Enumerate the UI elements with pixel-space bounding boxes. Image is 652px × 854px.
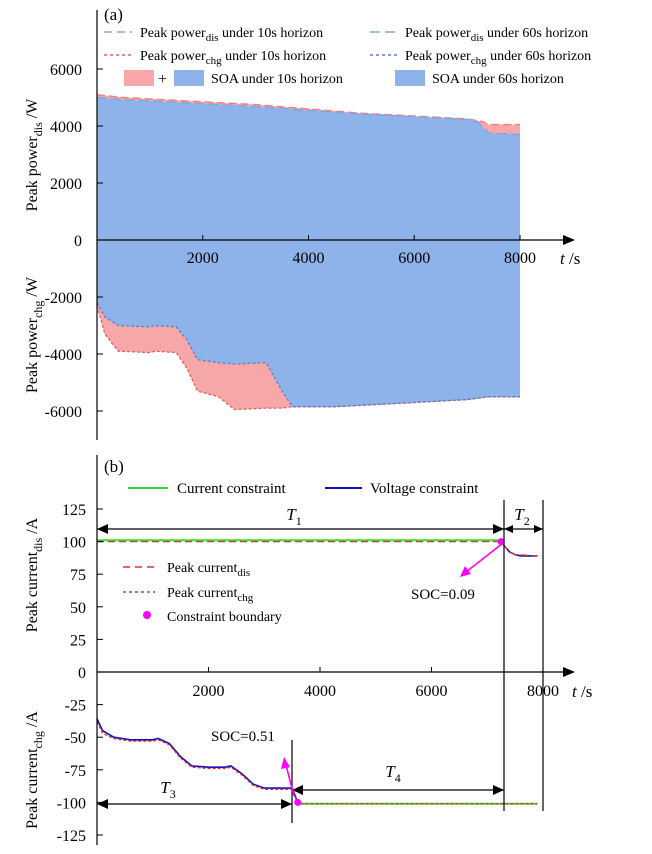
series-peak-chg-60s	[96, 302, 520, 408]
soa-10s-area-chg	[97, 302, 520, 410]
panel-a-legend: Peak powerdis under 10s horizon Peak pow…	[104, 26, 591, 88]
panel-b-legend-inner: Peak currentdis Peak currentchg Constrai…	[123, 561, 282, 625]
panel-a-y-tick-label: 6000	[50, 62, 82, 79]
t3-arrow-right	[281, 799, 292, 809]
interval-markers	[97, 500, 544, 823]
series-peak-current-dis	[97, 540, 538, 557]
soc-bottom-arrow-line	[285, 764, 295, 797]
legend-soa60-swatch	[395, 70, 425, 86]
panel-b-y-tick-label: 25	[70, 632, 86, 649]
legend-soa10-label: SOA under 10s horizon	[211, 72, 343, 87]
t4-label: T4	[385, 762, 400, 785]
panel-b-y-label-bottom: Peak currentchg /A	[24, 711, 45, 829]
panel-a-y-label-top: Peak powerdis /W	[24, 98, 45, 212]
soc-top-arrow-line	[465, 542, 504, 573]
constraint-boundary-point	[294, 798, 302, 806]
t2-label: T2	[514, 505, 529, 528]
panel-a-x-tick-label: 4000	[293, 250, 325, 267]
series-voltage-constraint-chg	[96, 718, 299, 803]
legend-soa10-pink-swatch	[124, 70, 154, 86]
panel-b-y-tick-label: 50	[70, 600, 86, 617]
legend-dis10-label: Peak powerdis under 10s horizon	[140, 26, 323, 44]
panel-b-y-label-top: Peak currentdis /A	[24, 517, 45, 632]
panel-b-y-tick-label: 125	[62, 502, 86, 519]
series-peak-dis-60s	[96, 96, 521, 136]
legend-soa10-blue-swatch	[174, 70, 204, 86]
panel-b-y-tick-label: 100	[62, 535, 86, 552]
panel-b-x-label: t /s	[572, 682, 592, 701]
legend-chg10-label: Peak powerchg under 10s horizon	[140, 49, 326, 67]
panel-b-legend-top: Current constraint Voltage constraint	[128, 481, 479, 497]
panel-a-x-tick-label: 6000	[398, 250, 430, 267]
panel-a-y-tick-label: -4000	[45, 347, 82, 364]
panel-b-x-tick-label: 4000	[304, 683, 336, 700]
series-peak-current-chg	[96, 721, 538, 805]
panel-a-ticks: 2000 4000 6000 8000 -6000 -4000 -2000 0 2000 4000…	[45, 62, 536, 421]
panel-b-y-tick-label: -75	[65, 763, 86, 780]
legend-soa10-plus: +	[158, 71, 167, 88]
soa-60s-area	[97, 97, 520, 407]
panel-a-y-tick-label: 4000	[50, 119, 82, 136]
t4-arrow-left	[292, 785, 303, 795]
t3-label: T3	[160, 778, 175, 801]
panel-a-x-tick-label: 2000	[187, 250, 219, 267]
panel-a-y-tick-label: 2000	[50, 176, 82, 193]
panel-a-series	[96, 94, 521, 411]
legend-boundary-label: Constraint boundary	[167, 610, 282, 625]
panel-b-series	[96, 538, 538, 806]
t3-arrow-left	[97, 799, 108, 809]
panel-b-x-tick-label: 6000	[416, 683, 448, 700]
t2-arrow-right	[534, 525, 543, 533]
legend-boundary-marker	[143, 611, 151, 619]
panel-b-y-tick-label: -50	[65, 730, 86, 747]
soc-bottom-label: SOC=0.51	[211, 729, 275, 745]
panel-a-y-tick-label: -6000	[45, 404, 82, 421]
panel-a-y-label-bottom: Peak powerchg /W	[24, 276, 45, 393]
soc-bottom-arrow-head	[281, 757, 290, 769]
panel-b: (b) 2000 4000 6000 8000-125-100-75-50-25025…	[24, 455, 592, 845]
panel-a-label: (a)	[104, 5, 123, 24]
t1-arrow-left	[97, 524, 108, 534]
legend-soa60-label: SOA under 60s horizon	[432, 72, 564, 87]
panel-b-y-tick-label: -100	[57, 795, 86, 812]
panel-a-x-tick-label: 8000	[504, 250, 536, 267]
panel-b-x-tick-label: 2000	[193, 683, 225, 700]
panel-b-y-tick-label: 0	[78, 665, 86, 682]
t2-arrow-left	[504, 525, 513, 533]
series-peak-dis-10s	[96, 94, 520, 126]
panel-a-y-tick-label: 0	[74, 233, 82, 250]
panel-b-y-tick-label: 75	[70, 567, 86, 584]
panel-b-y-tick-label: -125	[57, 828, 86, 845]
t1-arrow-right	[493, 524, 504, 534]
panel-b-x-axis-arrow	[563, 667, 575, 677]
panel-a-x-axis-arrow	[563, 235, 575, 245]
soc-top-arrow-head	[460, 566, 471, 577]
soc-arrows	[281, 542, 504, 797]
panel-a-x-label: t /s	[560, 249, 580, 268]
panel-b-label: (b)	[104, 457, 124, 476]
t1-label: T1	[286, 505, 301, 528]
legend-peak-chg-label: Peak currentchg	[167, 586, 254, 604]
panel-a: (a) 2000 4000 6000 8000-6000-4000-200002000…	[24, 5, 591, 440]
legend-current-label: Current constraint	[177, 481, 287, 497]
legend-voltage-label: Voltage constraint	[370, 481, 479, 497]
interval-arrowheads	[97, 524, 543, 809]
t4-arrow-right	[493, 785, 504, 795]
soc-top-label: SOC=0.09	[411, 587, 475, 603]
legend-peak-dis-label: Peak currentdis	[167, 561, 250, 579]
panel-b-y-tick-label: -25	[65, 698, 86, 715]
legend-chg60-label: Peak powerchg under 60s horizon	[405, 49, 591, 67]
panel-a-y-tick-label: -2000	[45, 290, 82, 307]
legend-dis60-label: Peak powerdis under 60s horizon	[405, 26, 588, 44]
panel-b-ticks: 2000 4000 6000 8000-125-100-75-50-250255075…	[57, 502, 559, 845]
